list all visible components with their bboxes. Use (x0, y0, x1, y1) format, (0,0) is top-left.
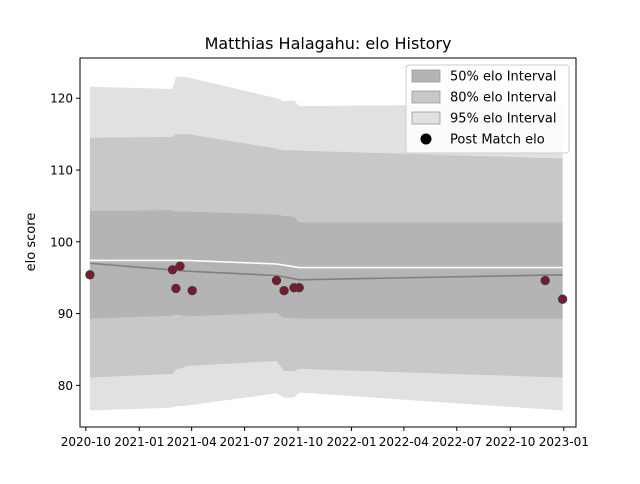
y-tick-label: 120 (50, 92, 73, 106)
post-match-point (557, 294, 568, 304)
legend: 50% elo Interval 80% elo Interval 95% elo … (405, 64, 570, 154)
y-tick-label: 110 (50, 163, 73, 177)
elo-line-2 (89, 262, 563, 281)
post-match-point (187, 285, 197, 296)
post-match-point (85, 270, 95, 280)
y-axis: 80 90 100 110 120 (50, 92, 80, 393)
chart-title: Matthias Halagahu: elo History (205, 34, 452, 53)
y-tick-label: 90 (58, 307, 73, 321)
y-tick-label: 100 (50, 235, 73, 249)
post-match-point (175, 261, 185, 271)
post-match-point (294, 283, 304, 293)
elo-lines (89, 259, 563, 281)
legend-swatch (411, 90, 441, 104)
y-tick-label: 80 (58, 379, 73, 393)
legend-label: 50% elo Interval (450, 70, 557, 85)
elo-line-1 (89, 259, 563, 269)
legend-marker (420, 133, 432, 145)
x-tick-label: 2021-04 (167, 435, 217, 449)
post-match-point (167, 265, 178, 275)
x-axis: 2020-10 2021-01 2021-04 2021-07 2021-10 2022-… (61, 427, 589, 449)
x-tick-label: 2020-10 (61, 435, 111, 449)
band-50-elo-interval (89, 210, 563, 319)
post-match-point (271, 275, 282, 286)
y-axis-label: elo score (24, 213, 39, 272)
post-match-points (85, 261, 568, 304)
x-tick-label: 2022-01 (326, 435, 376, 449)
legend-box (405, 64, 570, 154)
post-match-point (171, 283, 181, 294)
legend-label: 95% elo Interval (450, 112, 557, 127)
x-tick-label: 2022-04 (379, 435, 429, 449)
post-match-point (279, 285, 289, 296)
x-tick-label: 2021-01 (114, 435, 164, 449)
post-match-point (540, 275, 550, 286)
legend-label: 80% elo Interval (450, 91, 557, 106)
legend-swatch (411, 69, 441, 83)
interval-bands (89, 76, 563, 411)
x-tick-label: 2022-10 (485, 435, 535, 449)
legend-label: Post Match elo (450, 133, 545, 148)
legend-swatch (411, 111, 441, 125)
plot-frame (79, 57, 577, 428)
x-tick-label: 2021-07 (219, 435, 269, 449)
x-tick-label: 2021-10 (273, 435, 323, 449)
x-tick-label: 2022-07 (432, 435, 482, 449)
x-tick-label: 2023-01 (539, 435, 589, 449)
